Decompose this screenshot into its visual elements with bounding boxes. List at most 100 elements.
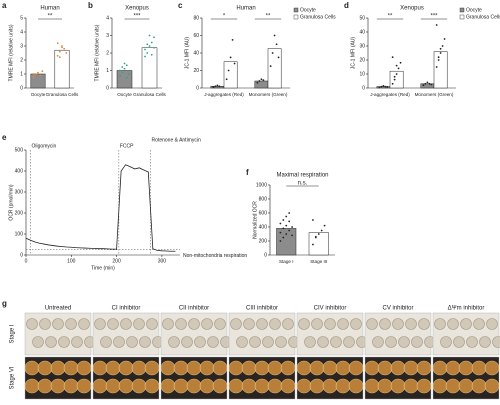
oocyte	[207, 336, 219, 348]
oocyte	[118, 378, 134, 394]
legend-label: Granulosa Cells	[466, 14, 500, 20]
bar	[267, 48, 282, 89]
oocyte	[76, 360, 92, 376]
oocyte	[199, 378, 215, 394]
oocyte	[262, 336, 274, 348]
oocyte	[173, 378, 189, 394]
oocyte	[92, 378, 108, 394]
data-point	[282, 236, 285, 239]
oocyte	[280, 378, 296, 394]
data-point	[148, 34, 151, 37]
data-point	[317, 233, 320, 235]
oocyte	[249, 336, 261, 348]
oocyte	[473, 318, 485, 330]
data-point	[437, 56, 440, 59]
oocyte	[405, 318, 417, 330]
y-tick-label: 1000	[256, 182, 267, 188]
oocyte	[230, 318, 242, 330]
oocyte	[71, 336, 83, 348]
oocyte	[379, 318, 391, 330]
y-tick-label: 600	[259, 210, 268, 216]
data-point	[384, 85, 387, 88]
significance-label: ***	[430, 14, 438, 20]
row-label: Stage I	[10, 324, 16, 343]
chart-title: Human	[40, 6, 59, 12]
data-point	[323, 224, 326, 227]
oocyte	[453, 336, 465, 348]
oocyte	[118, 360, 134, 376]
y-axis-label: TMRE MFI (relative units)	[94, 24, 100, 81]
oocyte	[24, 360, 40, 376]
data-point	[63, 47, 66, 50]
oocyte	[280, 360, 296, 376]
x-tick-label: Oocyte	[117, 92, 132, 97]
oocyte	[105, 378, 121, 394]
legend-label: Oocyte	[466, 7, 482, 13]
oocyte	[364, 360, 380, 376]
significance-label: n.s.	[298, 181, 308, 187]
panel-label: a	[2, 1, 7, 10]
y-tick-label: 3	[106, 33, 109, 39]
y-tick-label: 0	[196, 85, 199, 91]
oocyte	[39, 318, 51, 330]
data-point	[395, 64, 398, 67]
oocyte	[390, 360, 406, 376]
oocyte	[52, 318, 64, 330]
oocyte	[479, 336, 491, 348]
bar	[54, 49, 70, 89]
oocyte	[390, 378, 406, 394]
oocyte	[26, 318, 38, 330]
oocyte	[144, 378, 160, 394]
data-point	[144, 48, 146, 51]
bar	[276, 228, 297, 256]
oocyte	[131, 360, 147, 376]
row-label: Stage VI	[10, 366, 16, 389]
y-axis-label: TMRE MFI (relative units)	[8, 24, 14, 81]
data-point	[279, 240, 282, 242]
data-point	[279, 222, 282, 225]
significance-label: *	[223, 14, 226, 20]
data-point	[395, 73, 398, 75]
oocyte	[120, 318, 132, 330]
oocyte	[146, 318, 158, 330]
y-tick-label: 60	[193, 33, 199, 39]
significance-label: **	[388, 14, 393, 20]
oocyte	[317, 336, 329, 348]
data-point	[146, 52, 149, 54]
oocyte	[296, 378, 312, 394]
bar	[308, 232, 329, 256]
oocyte	[133, 318, 145, 330]
oocyte	[372, 336, 384, 348]
data-point	[426, 81, 429, 84]
data-point	[386, 85, 389, 88]
x-tick-label: J-aggregates (Red)	[204, 92, 244, 97]
oocyte	[458, 378, 474, 394]
data-point	[121, 66, 124, 68]
legend-swatch	[293, 7, 299, 13]
oocyte	[309, 378, 325, 394]
oocyte	[486, 318, 498, 330]
data-point	[148, 45, 151, 47]
oocyte	[348, 378, 364, 394]
y-tick-label: 2	[106, 50, 109, 56]
oocyte	[350, 318, 362, 330]
y-tick-label: 80	[193, 15, 199, 21]
oocyte	[296, 360, 312, 376]
data-point	[441, 45, 444, 47]
oocyte	[24, 378, 40, 394]
oocyte	[212, 378, 228, 394]
oocyte	[267, 378, 283, 394]
data-point	[256, 81, 259, 84]
y-tick-label: 50	[359, 15, 365, 21]
oocyte	[275, 336, 287, 348]
data-point	[291, 226, 293, 228]
x-tick-label: Stage I	[279, 259, 294, 264]
oocyte	[58, 336, 70, 348]
significance-label: ***	[133, 14, 141, 20]
x-tick-label: 200	[112, 258, 121, 264]
oocyte	[432, 378, 448, 394]
oocyte	[460, 318, 472, 330]
y-tick-label: 3	[20, 43, 23, 49]
oocyte	[447, 318, 459, 330]
data-point	[393, 78, 396, 81]
